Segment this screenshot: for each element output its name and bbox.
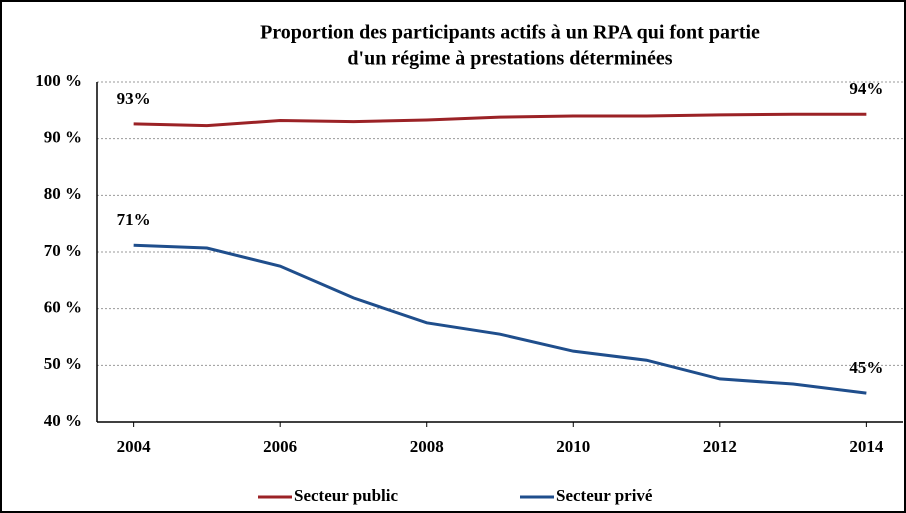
data-label: 94% xyxy=(849,79,883,98)
data-label: 45% xyxy=(849,358,883,377)
x-tick-label: 2004 xyxy=(117,437,152,456)
chart-title: d'un régime à prestations déterminées xyxy=(347,48,672,70)
y-tick-label: 70 % xyxy=(44,241,82,260)
y-tick-label: 50 % xyxy=(44,354,82,373)
y-tick-label: 80 % xyxy=(44,184,82,203)
data-label: 71% xyxy=(117,210,151,229)
series-line xyxy=(133,112,867,128)
y-tick-label: 40 % xyxy=(44,411,82,430)
series-line xyxy=(133,243,867,395)
x-tick-label: 2010 xyxy=(556,437,590,456)
legend-label: Secteur privé xyxy=(556,486,653,505)
x-tick-label: 2014 xyxy=(849,437,884,456)
legend-label: Secteur public xyxy=(294,486,399,505)
y-tick-label: 100 % xyxy=(35,71,82,90)
x-tick-label: 2006 xyxy=(263,437,297,456)
data-label: 93% xyxy=(117,89,151,108)
x-tick-label: 2008 xyxy=(410,437,444,456)
y-tick-label: 60 % xyxy=(44,298,82,317)
y-tick-label: 90 % xyxy=(44,128,82,147)
chart-title: Proportion des participants actifs à un … xyxy=(260,22,760,44)
x-tick-label: 2012 xyxy=(703,437,737,456)
